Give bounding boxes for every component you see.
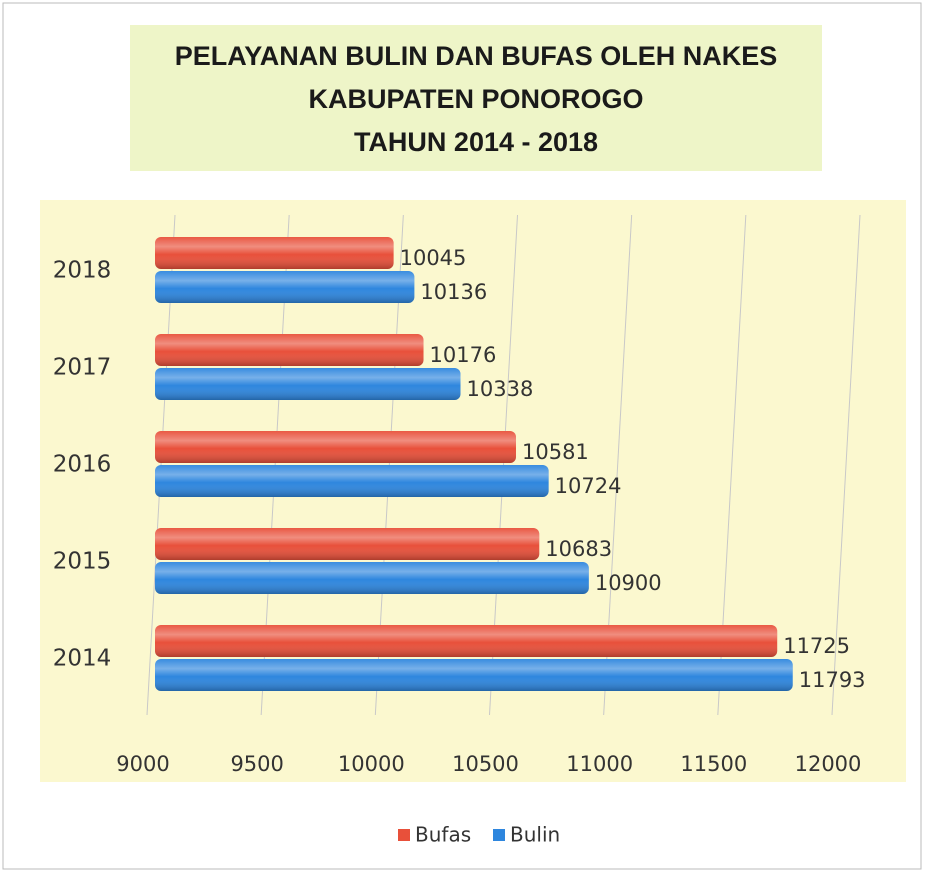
chart-title: PELAYANAN BULIN DAN BUFAS OLEH NAKES <box>175 41 778 71</box>
x-tick-label: 12000 <box>795 752 862 776</box>
bar-shine <box>155 237 394 269</box>
data-label: 10338 <box>467 377 534 401</box>
data-label: 10581 <box>522 440 589 464</box>
bar-shine <box>155 625 778 657</box>
legend-swatch <box>493 829 505 841</box>
data-label: 10724 <box>555 474 622 498</box>
data-label: 10900 <box>595 571 662 595</box>
chart-title: KABUPATEN PONOROGO <box>308 84 643 114</box>
bar-shine <box>155 465 549 497</box>
bar-shine <box>155 368 461 400</box>
bar-shine <box>155 528 540 560</box>
x-tick-label: 11000 <box>566 752 633 776</box>
bar-shine <box>155 334 424 366</box>
data-label: 11793 <box>799 668 866 692</box>
title-box <box>130 25 822 171</box>
data-label: 10683 <box>545 537 612 561</box>
x-tick-label: 10500 <box>452 752 519 776</box>
bar-shine <box>155 271 415 303</box>
data-label: 10045 <box>400 246 467 270</box>
bar-shine <box>155 431 516 463</box>
x-tick-label: 9500 <box>230 752 283 776</box>
x-tick-label: 9000 <box>116 752 169 776</box>
data-label: 10176 <box>430 343 497 367</box>
y-tick-label: 2016 <box>53 452 112 478</box>
data-label: 10136 <box>420 280 487 304</box>
legend-swatch <box>398 829 410 841</box>
data-label: 11725 <box>783 634 850 658</box>
y-tick-label: 2014 <box>53 646 112 672</box>
bar-shine <box>155 659 793 691</box>
y-tick-label: 2017 <box>53 355 112 381</box>
x-tick-label: 10000 <box>338 752 405 776</box>
bar-shine <box>155 562 589 594</box>
y-tick-label: 2015 <box>53 549 112 575</box>
grid-line <box>831 214 861 716</box>
x-tick-label: 11500 <box>680 752 747 776</box>
y-tick-label: 2018 <box>53 258 112 284</box>
chart-title: TAHUN 2014 - 2018 <box>354 127 598 157</box>
legend-label: Bufas <box>415 823 471 847</box>
legend-label: Bulin <box>510 823 560 847</box>
